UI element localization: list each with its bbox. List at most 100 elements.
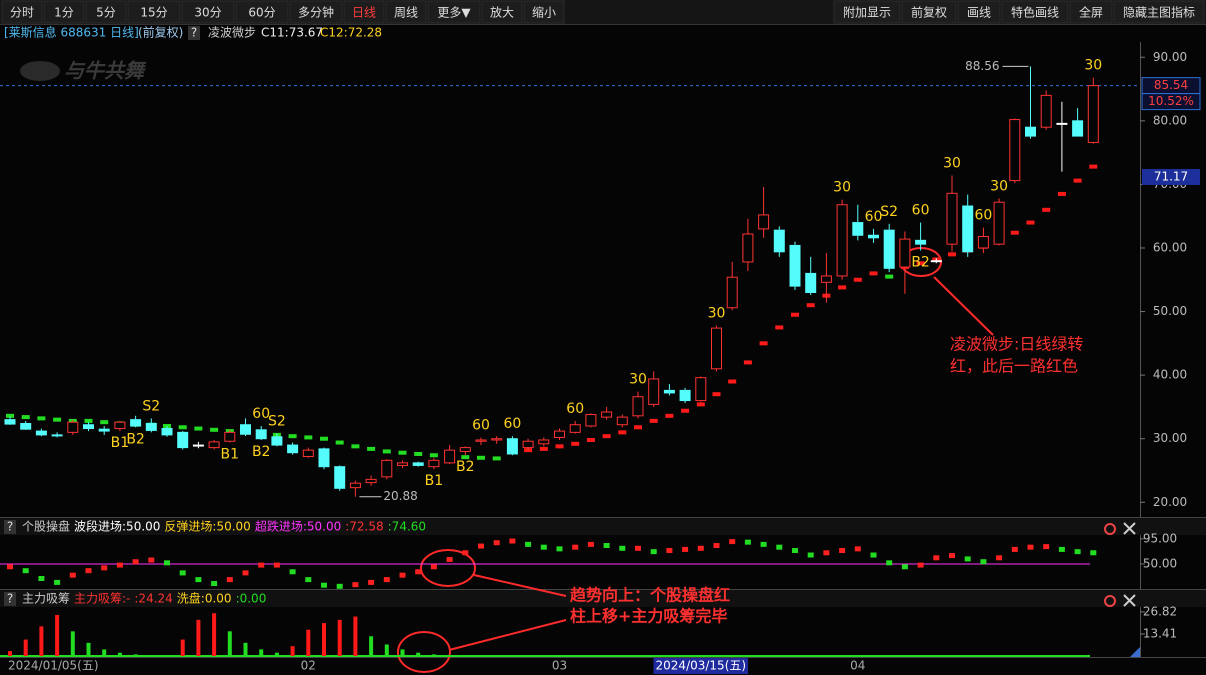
toolbar-button[interactable]: [385, 0, 427, 24]
panel-title: 主力吸筹: [22, 592, 70, 606]
toolbar-button[interactable]: [1069, 0, 1113, 24]
candle-body: [632, 396, 644, 417]
toolbar-button-label[interactable]: 5分: [96, 6, 116, 20]
indicator-c12: C12:72.28: [320, 26, 382, 40]
toolbar-button-label[interactable]: 画线: [967, 6, 991, 20]
indicator-dash: [132, 559, 139, 565]
toolbar-button-label[interactable]: 附加显示: [843, 6, 891, 20]
legend-value: 洗盘:0.00: [177, 591, 232, 606]
high-marker-label: 88.56: [965, 59, 999, 73]
candle-body: [349, 482, 361, 489]
y-tick-label: 50.00: [1143, 556, 1177, 570]
indicator-dash: [1027, 544, 1034, 550]
toolbar-button-label[interactable]: 1分: [54, 6, 74, 20]
help-icon[interactable]: ?: [7, 520, 13, 534]
toolbar-button[interactable]: [43, 0, 85, 24]
candle-body: [302, 449, 314, 458]
help-icon[interactable]: ?: [191, 26, 197, 40]
settings-icon[interactable]: [1104, 523, 1116, 535]
toolbar-button[interactable]: [427, 0, 481, 24]
signal-label: 30: [1084, 58, 1102, 74]
candle-body: [287, 444, 299, 454]
toolbar-button-label[interactable]: 60分: [248, 6, 275, 20]
indicator-dash: [352, 582, 359, 588]
change-label: 10.52%: [1148, 94, 1194, 108]
indicator-dash: [69, 572, 76, 578]
toolbar-button[interactable]: [85, 0, 127, 24]
toolbar-button-label[interactable]: 日线: [352, 6, 376, 20]
toolbar-button-label[interactable]: 分时: [10, 6, 34, 20]
toolbar-button-label[interactable]: 多分钟: [298, 5, 334, 20]
indicator-bar: [86, 642, 91, 656]
legend-entry: 波段进场:50.00: [74, 519, 160, 534]
toolbar-button[interactable]: [343, 0, 385, 24]
y-tick-label: 60.00: [1153, 240, 1187, 254]
indicator-bar: [180, 639, 185, 656]
support-step: [414, 451, 423, 456]
toolbar-button[interactable]: [1, 0, 43, 24]
toolbar-button-label[interactable]: 特色画线: [1011, 5, 1059, 20]
toolbar-button-label[interactable]: 全屏: [1079, 5, 1103, 20]
indicator-dash: [289, 569, 296, 575]
candle-body: [883, 229, 895, 269]
close-icon[interactable]: [1123, 522, 1136, 535]
toolbar-button[interactable]: [289, 0, 343, 24]
support-step: [728, 379, 737, 384]
indicator-dash: [258, 562, 265, 568]
toolbar-button-label[interactable]: 缩小: [532, 5, 556, 20]
toolbar-button[interactable]: [523, 0, 565, 24]
marker-price-label: 71.17: [1154, 169, 1188, 183]
candle-body: [554, 430, 565, 438]
candle-body: [585, 414, 597, 427]
toolbar-button-label[interactable]: 更多▼: [437, 6, 471, 20]
toolbar-button[interactable]: [235, 0, 289, 24]
toolbar-button[interactable]: [481, 0, 523, 24]
settings-icon[interactable]: [1104, 595, 1116, 607]
candle-body: [271, 436, 283, 446]
toolbar-button-label[interactable]: 前复权: [911, 5, 947, 20]
indicator-dash: [792, 548, 798, 554]
help-box[interactable]: [4, 520, 16, 534]
toolbar-button[interactable]: [127, 0, 181, 24]
toolbar-button-label[interactable]: 周线: [394, 6, 418, 20]
help-icon[interactable]: ?: [7, 592, 13, 606]
support-step: [100, 420, 109, 425]
signal-label: 60: [472, 417, 490, 433]
indicator-dash: [211, 581, 218, 587]
toolbar-button[interactable]: [1113, 0, 1205, 24]
close-icon[interactable]: [1123, 594, 1136, 607]
adjust-label: (前复权): [138, 25, 183, 40]
indicator-dash: [572, 544, 579, 550]
indicator-dash: [493, 540, 500, 546]
indicator-dash: [446, 556, 453, 562]
support-step: [461, 455, 470, 460]
toolbar-button-label[interactable]: 15分: [140, 6, 167, 20]
toolbar-button[interactable]: [833, 0, 901, 24]
indicator-bar: [322, 623, 326, 656]
toolbar-button-label[interactable]: 放大: [490, 5, 514, 20]
support-step: [367, 446, 376, 451]
indicator-dash: [85, 568, 92, 574]
corner-marker: [1130, 647, 1140, 657]
legend-value: :24.24: [134, 592, 172, 606]
annotation-text: 柱上移+主力吸筹完毕: [570, 607, 727, 626]
toolbar-button-label[interactable]: 隐藏主图指标: [1123, 5, 1195, 20]
help-box[interactable]: [188, 26, 200, 40]
signal-label: 60: [865, 209, 883, 225]
indicator-dash: [478, 543, 484, 549]
indicator-bar: [117, 652, 122, 656]
toolbar-button[interactable]: [901, 0, 957, 24]
support-step: [335, 440, 344, 445]
x-tick-label: 04: [850, 659, 865, 673]
x-tick-label: 03: [552, 659, 567, 673]
toolbar-button-label[interactable]: 30分: [194, 6, 221, 20]
toolbar-button[interactable]: [181, 0, 235, 24]
toolbar-button[interactable]: [957, 0, 1001, 24]
support-step: [571, 441, 580, 446]
help-box[interactable]: [4, 592, 16, 606]
indicator-bar: [353, 616, 358, 656]
toolbar-button[interactable]: [1001, 0, 1069, 24]
annotation-ellipse: [397, 631, 451, 673]
